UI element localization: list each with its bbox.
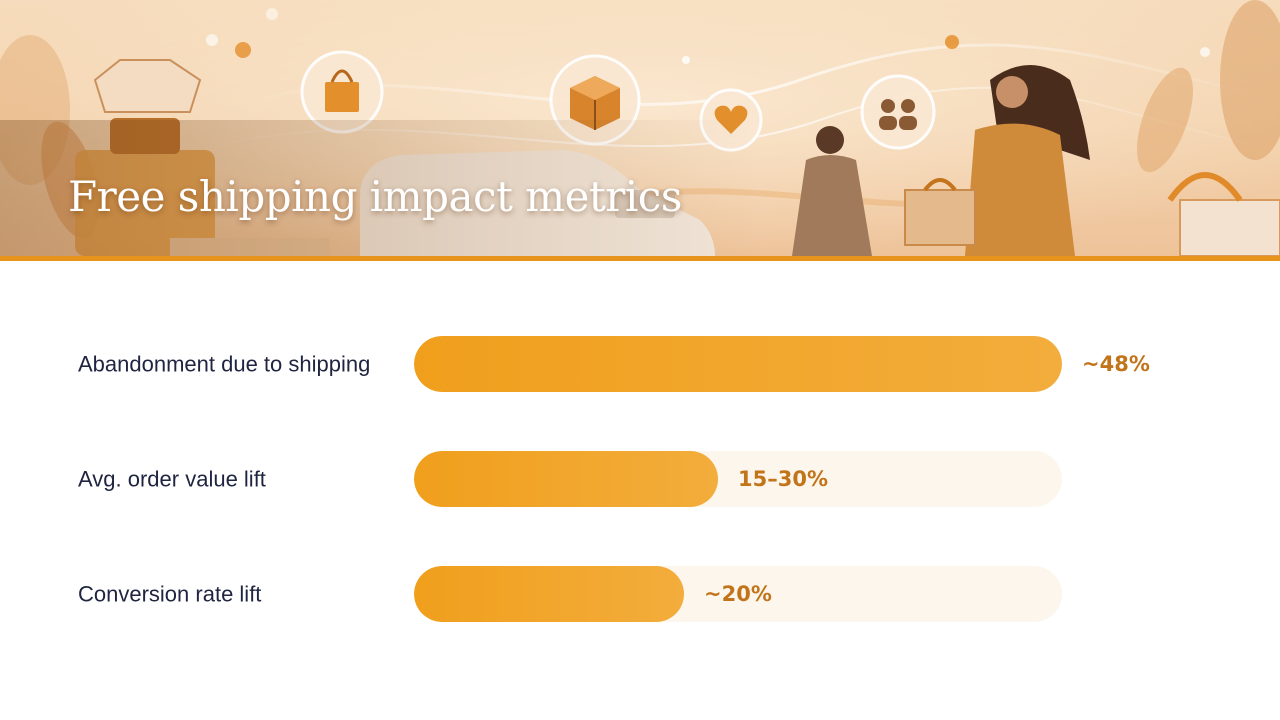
data-label: 15–30% [738,467,828,491]
bar-track [414,451,1062,507]
header-banner: Free shipping impact metrics [0,0,1280,256]
people-icon [860,74,936,150]
delivery-van-icon [360,150,715,256]
data-label: ~48% [1082,352,1150,376]
woman-figure [904,65,1090,256]
chart-row: Conversion rate lift ~20% [0,566,1280,622]
man-figure [792,126,872,256]
category-label: Conversion rate lift [78,581,262,607]
metrics-bar-chart: Abandonment due to shipping ~48% Avg. or… [0,261,1280,720]
title-shade [0,120,760,256]
bar-track [414,336,1062,392]
chart-row: Abandonment due to shipping ~48% [0,336,1280,392]
bar-track [414,566,1062,622]
data-label: ~20% [704,582,772,606]
heart-icon [699,88,763,152]
package-box-icon [549,54,641,146]
shopping-bag-icon [300,50,384,134]
bar [414,451,718,507]
banner-illustration [0,0,1280,256]
bar [414,336,1062,392]
page-title: Free shipping impact metrics [68,172,682,221]
perfume-bottle-icon [75,59,215,256]
category-label: Abandonment due to shipping [78,351,371,377]
category-label: Avg. order value lift [78,466,266,492]
chart-row: Avg. order value lift 15–30% [0,451,1280,507]
header-divider [0,256,1280,261]
bar [414,566,684,622]
